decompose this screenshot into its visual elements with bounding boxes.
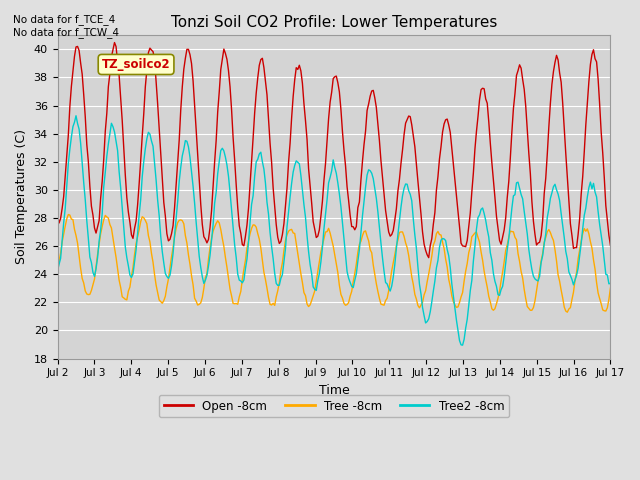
Tree -8cm [65, 212, 72, 217]
Open -8cm [123, 195, 131, 201]
Tree2 -8cm [607, 280, 614, 286]
Tree -8cm [239, 276, 246, 282]
X-axis label: Time: Time [319, 384, 349, 397]
Tree -8cm [563, 309, 571, 315]
Tree2 -8cm [297, 172, 305, 178]
Open -8cm [425, 255, 433, 261]
Open -8cm [239, 242, 246, 248]
Tree -8cm [54, 268, 61, 274]
Title: Tonzi Soil CO2 Profile: Lower Temperatures: Tonzi Soil CO2 Profile: Lower Temperatur… [171, 15, 497, 30]
Text: No data for f_TCE_4
No data for f_TCW_4: No data for f_TCE_4 No data for f_TCW_4 [13, 14, 119, 38]
Text: TZ_soilco2: TZ_soilco2 [102, 58, 170, 71]
Line: Open -8cm: Open -8cm [58, 43, 611, 258]
Line: Tree -8cm: Tree -8cm [58, 215, 611, 312]
Open -8cm [248, 159, 255, 165]
Tree2 -8cm [123, 255, 131, 261]
Open -8cm [297, 68, 305, 74]
Tree -8cm [123, 297, 131, 303]
Tree -8cm [297, 271, 305, 276]
Tree2 -8cm [239, 280, 246, 286]
Tree2 -8cm [220, 148, 228, 154]
Tree -8cm [248, 226, 255, 231]
Open -8cm [220, 46, 228, 52]
Tree -8cm [220, 243, 228, 249]
Tree2 -8cm [579, 226, 586, 231]
Tree2 -8cm [459, 342, 467, 348]
Open -8cm [607, 242, 614, 248]
Line: Tree2 -8cm: Tree2 -8cm [58, 116, 611, 345]
Open -8cm [579, 174, 586, 180]
Y-axis label: Soil Temperatures (C): Soil Temperatures (C) [15, 130, 28, 264]
Tree -8cm [607, 285, 614, 291]
Tree2 -8cm [72, 113, 80, 119]
Tree -8cm [579, 231, 586, 237]
Tree2 -8cm [248, 202, 255, 207]
Open -8cm [54, 213, 61, 219]
Open -8cm [111, 40, 118, 46]
Legend: Open -8cm, Tree -8cm, Tree2 -8cm: Open -8cm, Tree -8cm, Tree2 -8cm [159, 395, 509, 417]
Tree2 -8cm [54, 268, 61, 274]
